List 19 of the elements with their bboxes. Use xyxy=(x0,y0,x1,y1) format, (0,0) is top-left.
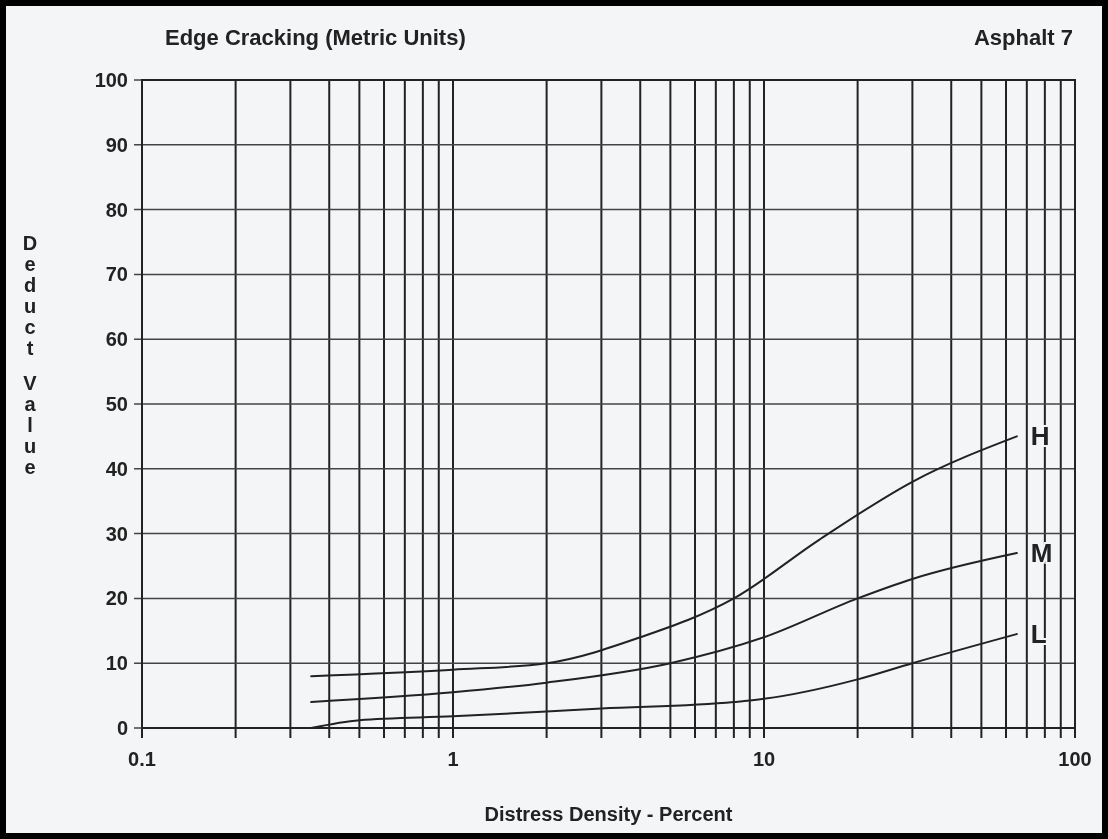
text: Deduct Value xyxy=(22,232,38,478)
chart-subtitle: Asphalt 7 xyxy=(973,25,1073,50)
y-tick-label: 70 xyxy=(105,263,128,286)
x-tick-label: 0.1 xyxy=(128,748,156,770)
y-tick-label: 100 xyxy=(94,69,128,91)
y-tick-label: 20 xyxy=(105,587,128,610)
y-tick-label: 30 xyxy=(105,522,128,545)
x-tick-label: 100 xyxy=(1058,748,1092,770)
y-tick-label: 90 xyxy=(105,133,128,156)
y-tick-label: 80 xyxy=(105,198,128,221)
y-tick-label: 10 xyxy=(105,652,128,675)
x-axis-title: Distress Density - Percent xyxy=(484,803,733,825)
y-tick-label: 50 xyxy=(105,393,128,415)
x-tick-label: 1 xyxy=(447,748,459,770)
y-tick-label: 0 xyxy=(116,717,128,739)
y-tick-label: 40 xyxy=(105,457,128,480)
y-tick-label: 60 xyxy=(105,328,128,351)
chart-title: Edge Cracking (Metric Units) xyxy=(165,25,466,50)
x-tick-label: 10 xyxy=(752,748,776,770)
